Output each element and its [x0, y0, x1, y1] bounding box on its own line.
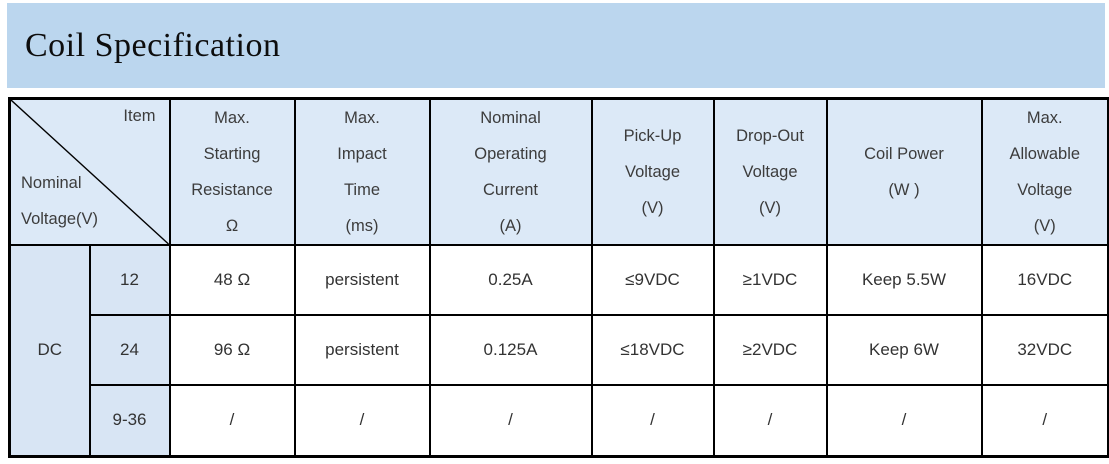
- cell-allowable-voltage: /: [980, 384, 1109, 457]
- cell-resistance: 96 Ω: [168, 314, 296, 386]
- row-group-dc: DC: [8, 244, 91, 457]
- corner-label-nominal-voltage: Nominal Voltage(V): [21, 174, 99, 228]
- column-header-max-allowable-voltage: Max. Allowable Voltage (V): [980, 97, 1109, 246]
- row-label-9-36: 9-36: [88, 384, 171, 457]
- table-row: 9-36 / / / / / / /: [10, 384, 1109, 457]
- row-label-12: 12: [88, 244, 171, 316]
- diagonal-line: [11, 100, 168, 244]
- cell-impact-time: persistent: [293, 244, 431, 316]
- coil-spec-table: Item Nominal Voltage(V) Max. Starting Re…: [8, 97, 1109, 458]
- cell-pickup-voltage: /: [590, 384, 715, 457]
- cell-impact-time: persistent: [293, 314, 431, 386]
- cell-coil-power: Keep 6W: [825, 314, 983, 386]
- table-row: DC 12 48 Ω persistent 0.25A ≤9VDC ≥1VDC …: [8, 244, 1109, 457]
- cell-dropout-voltage: ≥2VDC: [712, 314, 828, 386]
- row-label-24: 24: [88, 314, 171, 386]
- page-title: Coil Specification: [25, 26, 281, 64]
- title-bar: Coil Specification: [7, 3, 1105, 88]
- cell-coil-power: /: [825, 384, 983, 457]
- cell-coil-power: Keep 5.5W: [825, 244, 983, 316]
- cell-dropout-voltage: ≥1VDC: [712, 244, 828, 316]
- table-row: 24 96 Ω persistent 0.125A ≤18VDC ≥2VDC K…: [10, 314, 1109, 386]
- cell-pickup-voltage: ≤9VDC: [590, 244, 715, 316]
- cell-resistance: /: [168, 384, 296, 457]
- cell-operating-current: 0.125A: [428, 314, 593, 386]
- cell-allowable-voltage: 16VDC: [980, 244, 1109, 316]
- cell-pickup-voltage: ≤18VDC: [590, 314, 715, 386]
- cell-resistance: 48 Ω: [168, 244, 296, 316]
- column-header-max-starting-resistance: Max. Starting Resistance Ω: [168, 97, 296, 246]
- cell-operating-current: 0.25A: [428, 244, 593, 316]
- column-header-max-impact-time: Max. Impact Time (ms): [293, 97, 431, 246]
- corner-label-item: Item: [123, 107, 156, 125]
- corner-cell: Item Nominal Voltage(V): [8, 97, 171, 246]
- cell-impact-time: /: [293, 384, 431, 457]
- column-header-nominal-operating-current: Nominal Operating Current (A): [428, 97, 593, 246]
- column-header-pick-up-voltage: Pick-Up Voltage (V): [590, 97, 715, 246]
- cell-allowable-voltage: 32VDC: [980, 314, 1109, 386]
- table-header-row: Item Nominal Voltage(V) Max. Starting Re…: [8, 97, 1109, 246]
- cell-dropout-voltage: /: [712, 384, 828, 457]
- column-header-drop-out-voltage: Drop-Out Voltage (V): [712, 97, 828, 246]
- cell-operating-current: /: [428, 384, 593, 457]
- column-header-coil-power: Coil Power (W ): [825, 97, 983, 246]
